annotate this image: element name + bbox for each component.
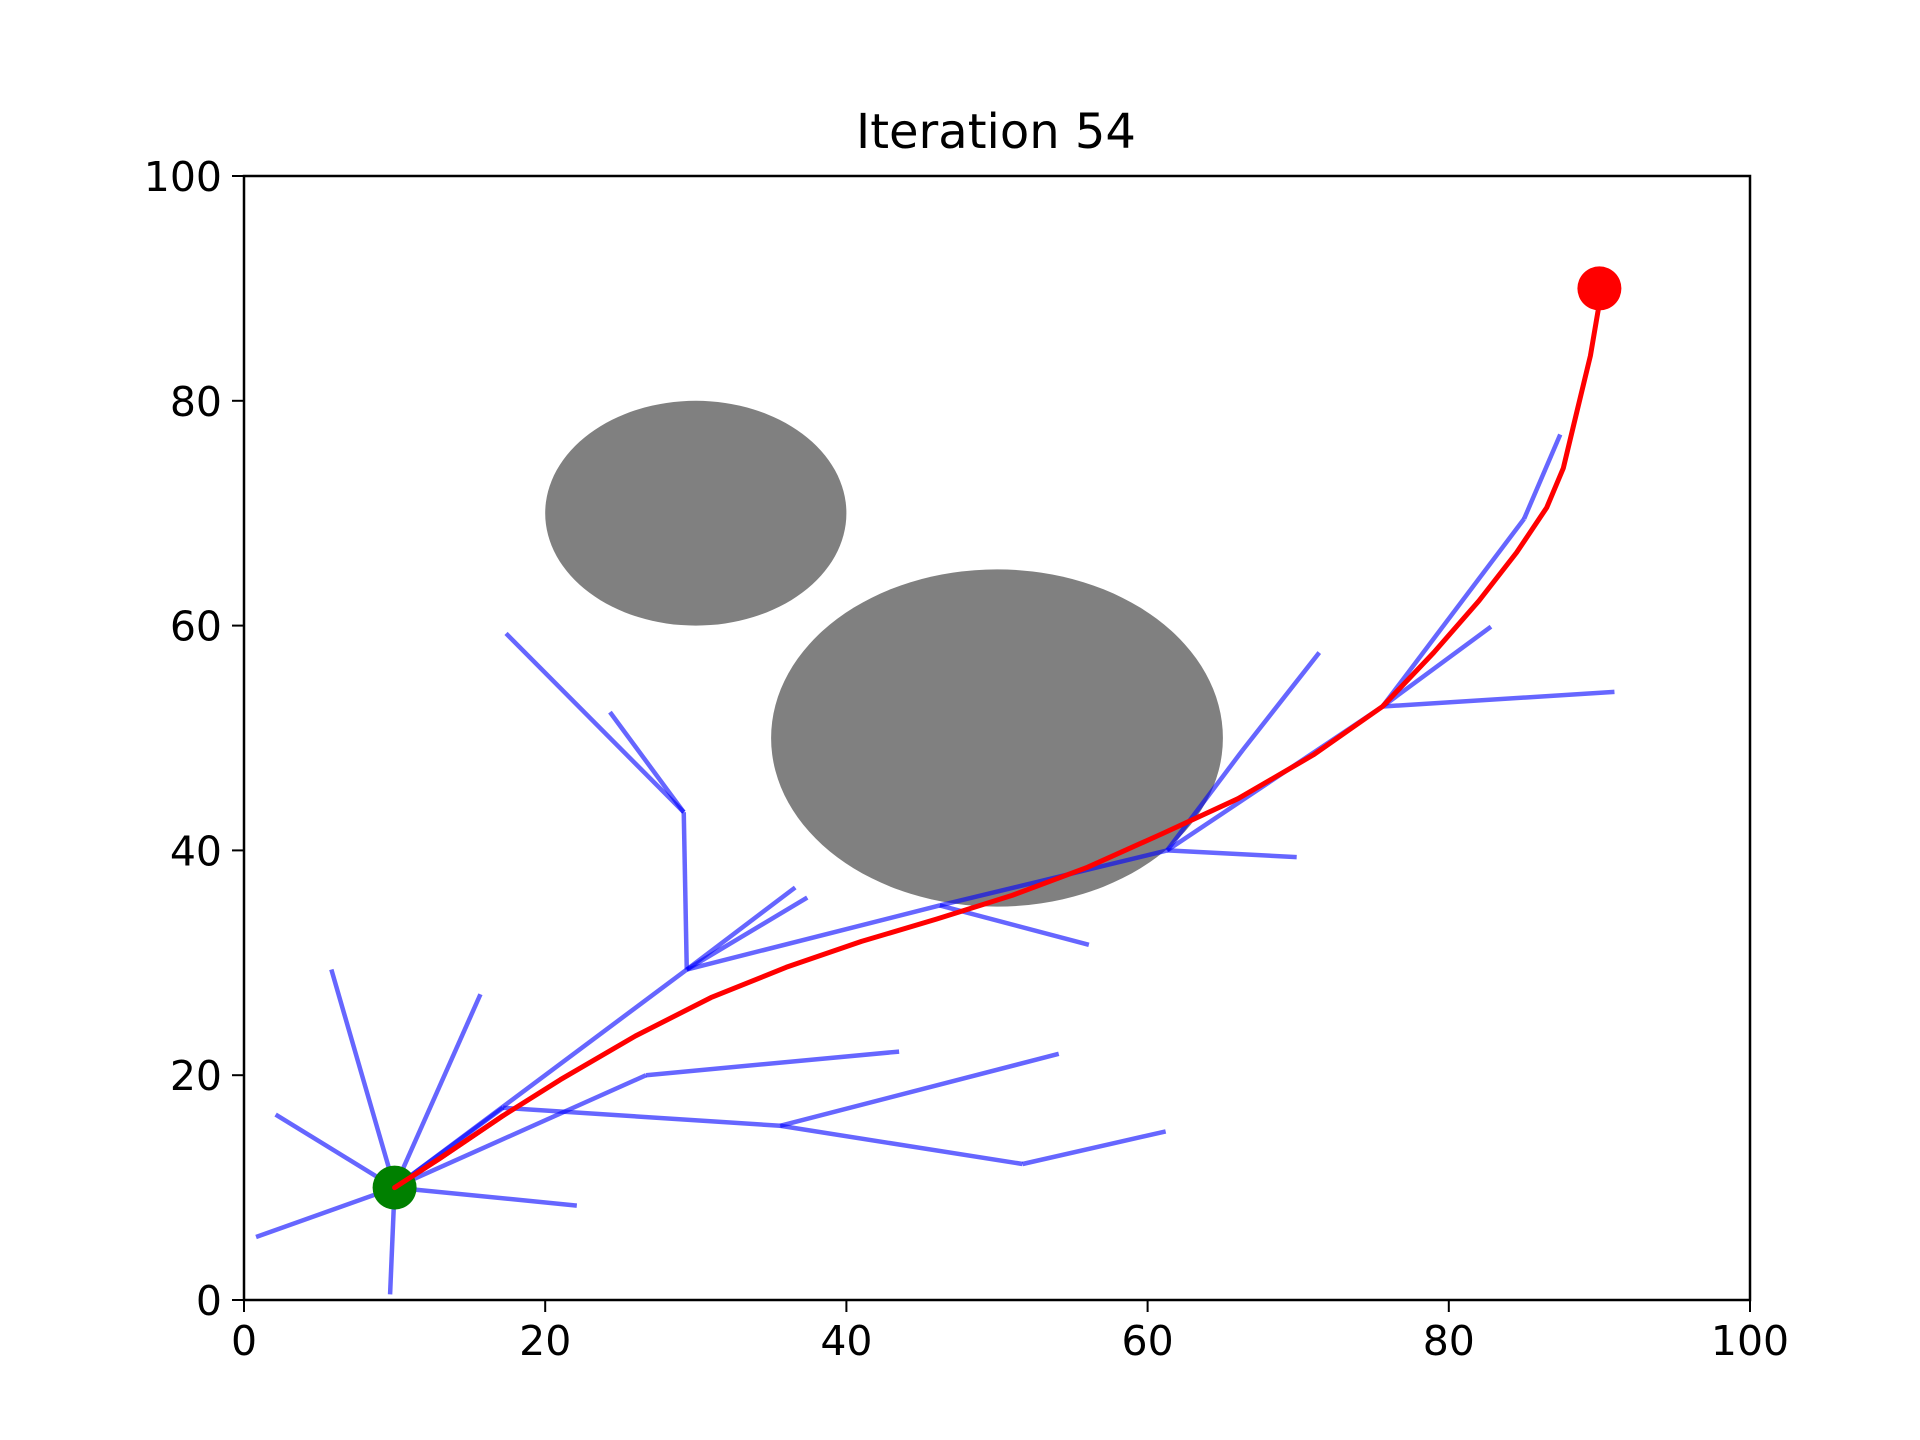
y-axis: 0 20 40 60 80 100: [144, 153, 244, 1325]
y-tick-label: 0: [196, 1277, 222, 1325]
tree-edge: [274, 1112, 396, 1190]
chart-title: Iteration 54: [856, 104, 1136, 160]
tree-edge: [779, 1051, 1060, 1128]
y-tick-label: 100: [144, 153, 222, 201]
tree-edge: [1240, 651, 1322, 752]
x-tick-label: 40: [820, 1317, 872, 1365]
x-tick-label: 0: [231, 1317, 257, 1365]
tree-edge: [1167, 848, 1297, 860]
tree-edge: [394, 1185, 578, 1208]
y-tick-label: 60: [170, 603, 222, 651]
tree-edge: [1022, 1129, 1167, 1167]
tree-edge: [681, 812, 690, 970]
x-tick-label: 100: [1711, 1317, 1789, 1365]
obstacle-2: [771, 569, 1223, 907]
tree-edge: [504, 631, 686, 814]
x-axis: 0 20 40 60 80 100: [231, 1300, 1789, 1365]
obstacles-layer: [545, 400, 1223, 907]
tree-edge: [1382, 689, 1615, 709]
y-tick-label: 80: [170, 378, 222, 426]
tree-edge: [685, 895, 809, 972]
plot-area: [255, 266, 1622, 1295]
tree-edge: [502, 1105, 781, 1129]
tree-edge: [1522, 433, 1563, 520]
markers-layer: [372, 266, 1622, 1210]
y-tick-label: 40: [170, 827, 222, 875]
plot-frame: [242, 174, 1752, 1302]
planned-path-start-segment: [392, 1113, 506, 1191]
tree-edge: [255, 1185, 396, 1240]
y-tick-label: 20: [170, 1052, 222, 1100]
obstacle-1: [545, 400, 847, 626]
x-tick-label: 80: [1423, 1317, 1475, 1365]
tree-edge: [645, 1049, 900, 1078]
tree-edge: [393, 967, 689, 1190]
tree-edge: [393, 1073, 648, 1190]
tree-edge: [1381, 624, 1493, 709]
tree-edge: [1165, 749, 1245, 852]
planned-path: [392, 300, 1602, 1191]
goal-point: [1577, 266, 1622, 311]
tree-edge: [779, 1123, 1023, 1167]
x-tick-label: 60: [1122, 1317, 1174, 1365]
tree-edge: [1380, 517, 1526, 708]
tree-edge: [685, 885, 797, 972]
tree-edge: [686, 903, 941, 972]
tree-edge: [329, 968, 397, 1189]
tree-edge: [392, 993, 483, 1189]
path-layer: [392, 300, 1602, 1191]
tree-edge: [608, 710, 686, 814]
x-tick-label: 20: [519, 1317, 571, 1365]
